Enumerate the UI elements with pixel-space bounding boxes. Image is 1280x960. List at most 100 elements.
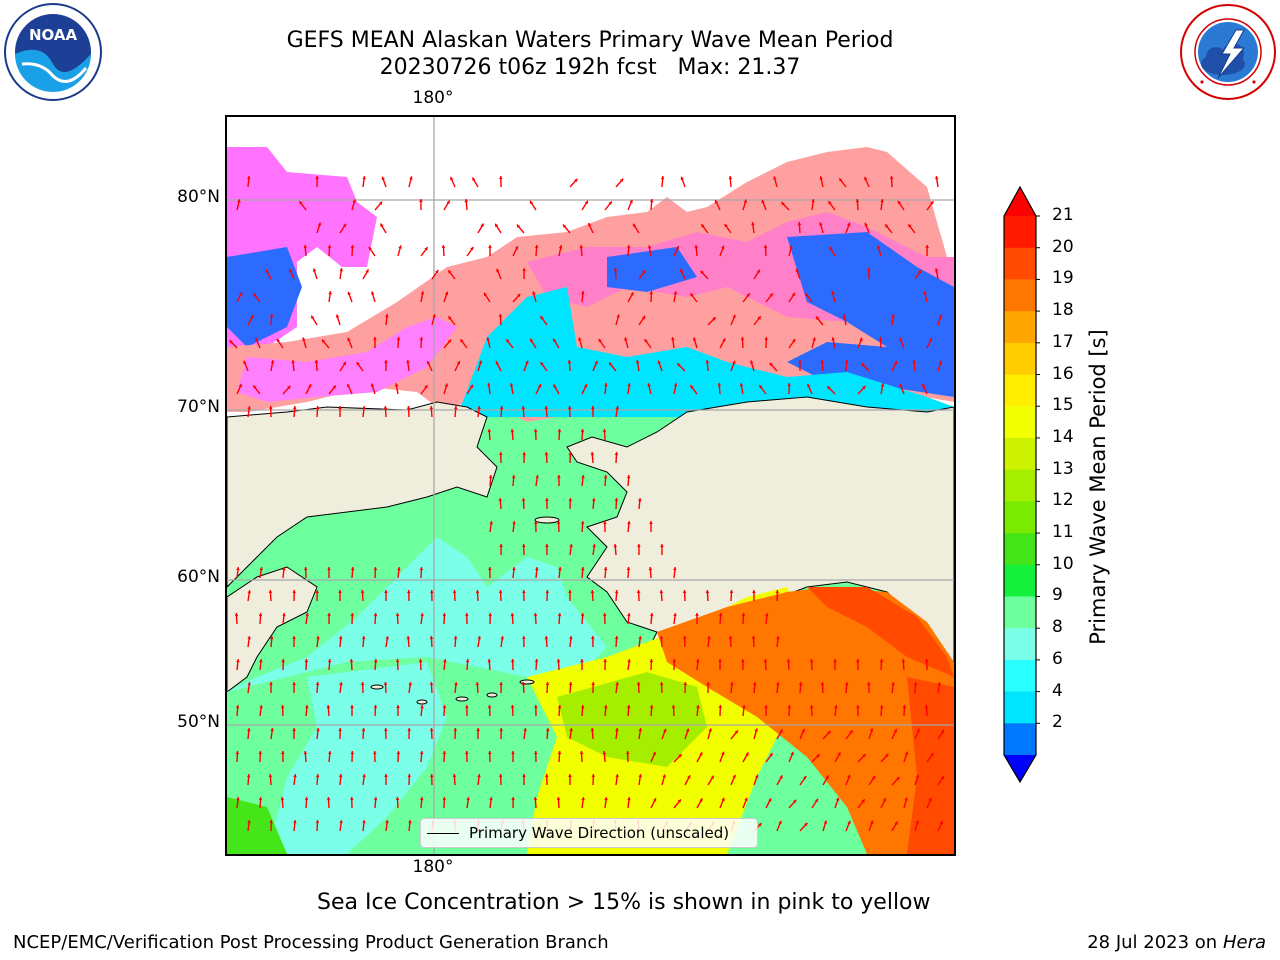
colorbar-tick-label: 14 xyxy=(1052,426,1074,447)
wave-vector-head xyxy=(685,728,690,732)
wave-vector-head xyxy=(647,245,652,249)
wave-vector-head xyxy=(556,521,561,525)
wave-vector-head xyxy=(636,682,641,686)
wave-vector-head xyxy=(537,384,542,388)
wave-vector-head xyxy=(574,178,578,183)
wave-vector-head xyxy=(882,798,887,802)
lon-label-bottom: 180° xyxy=(412,857,454,877)
wave-vector-head xyxy=(385,636,389,640)
wave-vector-head xyxy=(237,199,241,203)
wave-vector-head xyxy=(690,385,694,389)
wave-vector-head xyxy=(466,797,470,801)
wave-vector-head xyxy=(758,823,762,827)
wave-vector-head xyxy=(265,269,269,273)
wave-vector-head xyxy=(270,728,274,732)
wave-vector-head xyxy=(891,314,895,318)
wave-vector-head xyxy=(862,754,866,758)
wave-vector-head xyxy=(614,636,619,640)
wave-vector-head xyxy=(356,362,360,366)
title-line-1: GEFS MEAN Alaskan Waters Primary Wave Me… xyxy=(286,28,894,53)
wave-vector-head xyxy=(499,452,503,455)
wave-vector-head xyxy=(487,383,491,387)
wave-vector-head xyxy=(448,316,452,320)
colorbar-tick-label: 15 xyxy=(1052,395,1074,416)
wave-vector-head xyxy=(722,338,726,342)
wave-vector-head xyxy=(768,798,772,802)
wave-vector-head xyxy=(247,820,251,824)
wave-vector-head xyxy=(477,774,481,778)
wave-vector-head xyxy=(630,292,634,296)
wave-vector-head xyxy=(751,222,755,226)
wave-vector-head xyxy=(269,314,274,318)
wave-vector-head xyxy=(682,590,687,594)
colorbar-tick-label: 4 xyxy=(1052,680,1063,701)
wave-vector-head xyxy=(633,223,637,228)
wave-vector-head xyxy=(460,339,464,343)
wave-vector-head xyxy=(304,659,309,663)
wave-vector-head xyxy=(809,659,814,663)
wave-vector-head xyxy=(338,774,343,778)
wave-vector-head xyxy=(603,521,607,524)
wave-vector-head xyxy=(659,682,664,686)
wave-vector-head xyxy=(825,775,829,779)
wave-vector-head xyxy=(234,613,239,617)
wave-vector-head xyxy=(870,820,874,825)
wave-vector-head xyxy=(581,567,585,571)
wave-vector-head xyxy=(328,291,332,295)
wave-vector-head xyxy=(533,797,538,801)
wave-vector-head xyxy=(779,775,783,779)
wave-vector-head xyxy=(636,590,641,594)
wave-vector-head xyxy=(915,820,919,824)
wave-vector-head xyxy=(877,245,881,249)
wave-vector-head xyxy=(683,682,688,686)
wave-vector-head xyxy=(429,728,434,732)
wave-vector-head xyxy=(269,406,273,410)
wave-vector-head xyxy=(370,383,375,387)
wave-vector-head xyxy=(521,682,526,686)
wave-vector-head xyxy=(590,728,595,732)
wave-vector-head xyxy=(705,590,710,594)
wave-vector-head xyxy=(816,754,820,758)
wave-vector-head xyxy=(303,245,307,249)
wave-vector-head xyxy=(730,682,734,686)
wave-vector-head xyxy=(395,613,400,617)
colorbar-tick-label: 18 xyxy=(1052,300,1074,321)
wave-vector-head xyxy=(522,774,526,777)
wave-vector-head xyxy=(409,176,413,180)
wave-vector-head xyxy=(677,363,681,367)
wave-vector-head xyxy=(616,314,620,318)
wave-vector-head xyxy=(480,223,484,227)
wave-vector-head xyxy=(602,751,607,755)
wave-vector-head xyxy=(335,314,340,318)
wave-vector-head xyxy=(671,705,676,709)
wave-vector-head xyxy=(499,544,503,547)
wave-vector-head xyxy=(447,339,452,343)
wave-vector-head xyxy=(488,475,493,479)
wave-vector-head xyxy=(293,774,297,778)
wave-vector-head xyxy=(239,292,243,296)
wave-vector-head xyxy=(544,774,549,778)
wave-vector-head xyxy=(941,775,945,780)
wave-vector-head xyxy=(418,659,423,663)
wave-vector-head xyxy=(452,590,457,594)
wave-vector-head xyxy=(281,659,285,663)
wave-vector-head xyxy=(807,383,811,388)
wave-vector-head xyxy=(924,705,929,709)
wave-vector-head xyxy=(384,774,388,777)
wave-vector-head xyxy=(644,339,648,343)
wave-vector-head xyxy=(604,797,608,801)
wave-vector-head xyxy=(708,728,712,732)
wave-vector-head xyxy=(604,383,608,387)
wave-vector-head xyxy=(769,362,773,367)
title-line-2: 20230726 t06z 192h fcst Max: 21.37 xyxy=(379,55,801,80)
wave-vector-head xyxy=(660,544,664,547)
wave-vector-head xyxy=(937,682,941,686)
wave-vector-head xyxy=(270,360,275,364)
wave-vector-head xyxy=(789,245,793,249)
wave-vector-head xyxy=(342,223,346,228)
wave-vector-head xyxy=(253,293,257,297)
wave-vector-head xyxy=(763,245,768,249)
wave-vector-head xyxy=(913,682,918,686)
wave-vector-head xyxy=(316,636,320,640)
wave-vector-head xyxy=(407,728,411,731)
